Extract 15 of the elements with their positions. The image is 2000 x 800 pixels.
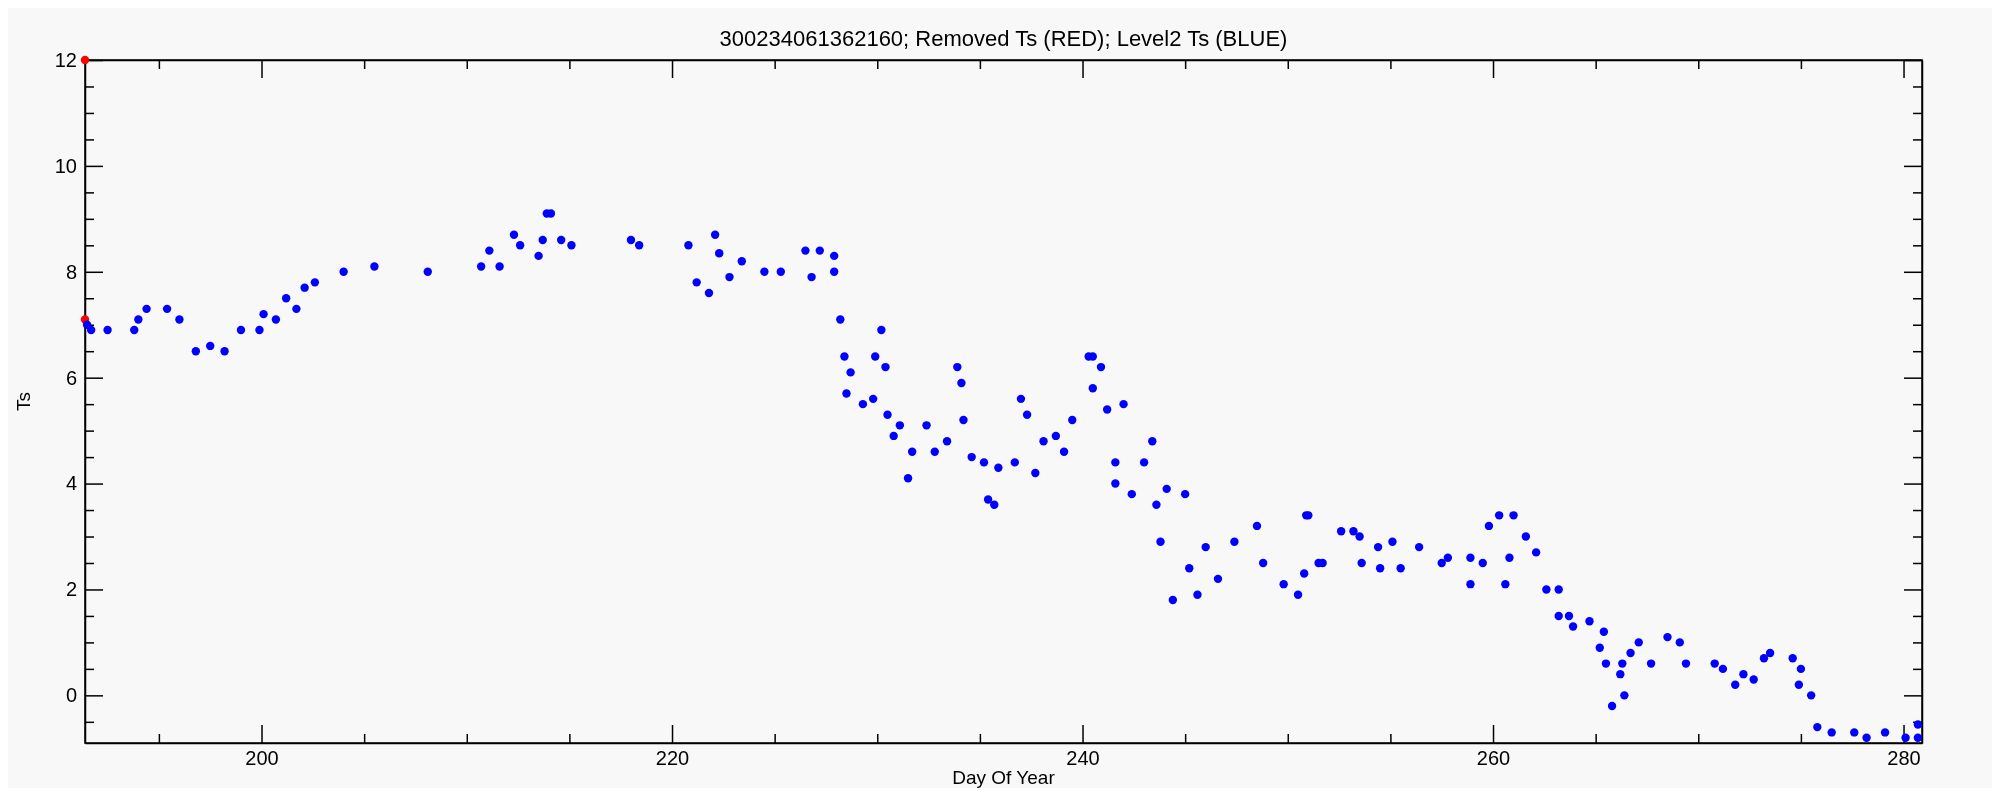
x-tick-label: 240: [1066, 747, 1100, 770]
y-tick-label: 2: [65, 578, 77, 601]
x-axis-title: Day Of Year: [952, 767, 1056, 788]
x-tick-label: 200: [245, 747, 279, 770]
x-tick-label: 280: [1887, 747, 1921, 770]
y-tick-label: 10: [54, 154, 77, 177]
y-tick-label: 6: [65, 366, 77, 389]
y-tick-label: 0: [65, 684, 77, 707]
y-tick-label: 12: [54, 48, 77, 71]
y-tick-label: 8: [65, 260, 77, 283]
x-tick-label: 220: [655, 747, 690, 770]
chart-title: 300234061362160; Removed Ts (RED); Level2 Ts (BLUE): [719, 26, 1288, 51]
y-axis-title: Ts: [13, 392, 34, 411]
x-tick-label: 260: [1476, 747, 1511, 770]
y-tick-label: 4: [65, 472, 77, 495]
